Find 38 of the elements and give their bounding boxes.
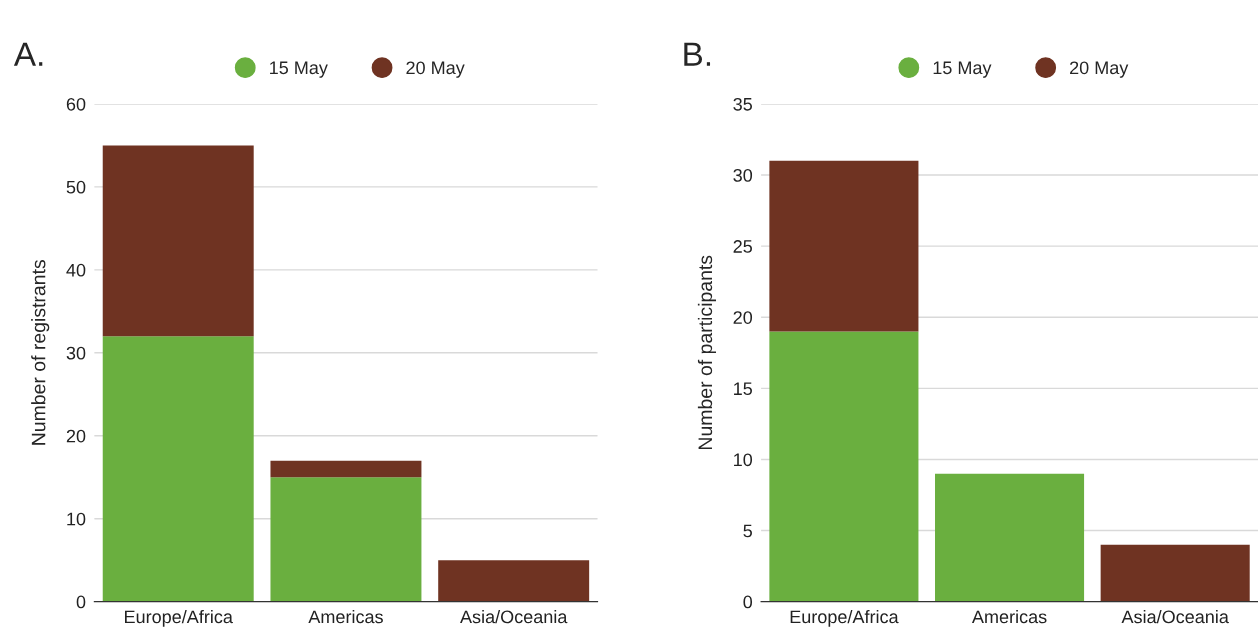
y-axis-title: Number of participants [697,255,717,449]
y-tick-label: 20 [733,311,753,324]
y-tick-label: 35 [733,97,752,111]
bar [935,473,1085,602]
bar [769,331,919,602]
x-tick-label: Americas [308,609,383,624]
bar [102,145,254,337]
x-tick-label: Americas [971,609,1047,624]
y-tick-label: 10 [734,453,753,467]
bar [270,460,422,478]
legend-label: 15 May [933,61,992,78]
y-tick-label: 5 [743,524,752,538]
y-tick-label: 25 [733,240,752,253]
y-tick-label: 20 [66,429,86,443]
y-tick-label: 50 [66,180,86,194]
y-tick-label: 0 [743,595,753,609]
x-tick-label: Europe/Africa [790,609,899,627]
x-tick-label: Europe/Africa [125,609,233,627]
bar [438,560,590,602]
legend-label: 20 May [1070,61,1129,78]
x-tick-label: Asia/Oceania [460,609,568,624]
x-tick-label: Asia/Oceania [1121,609,1229,624]
y-tick-label: 0 [76,595,86,609]
y-tick-label: 30 [66,346,86,360]
legend-label: 15 May [270,61,328,78]
y-tick-label: 30 [733,168,753,182]
bar [769,160,919,332]
bar [102,336,254,602]
y-tick-label: 60 [66,97,86,111]
y-axis-title: Number of registrants [31,260,50,445]
y-tick-label: 10 [67,512,86,526]
legend-label: 20 May [406,61,465,78]
chart-title: B. [684,42,711,66]
bar [1100,544,1250,602]
bar [270,477,422,602]
chart-title: A. [13,42,43,66]
y-tick-label: 15 [734,382,752,396]
y-tick-label: 40 [66,263,86,277]
